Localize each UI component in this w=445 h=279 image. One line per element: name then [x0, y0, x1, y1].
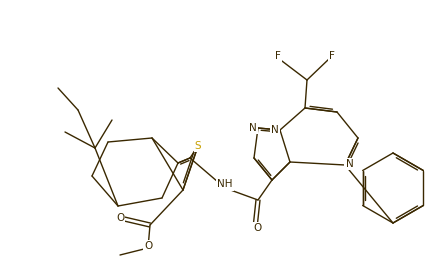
Text: N: N — [346, 159, 353, 169]
Text: F: F — [329, 51, 335, 61]
Text: O: O — [253, 223, 261, 233]
Text: NH: NH — [217, 179, 233, 189]
Text: F: F — [275, 51, 281, 61]
Text: N: N — [249, 123, 256, 133]
Text: O: O — [116, 213, 124, 223]
Text: N: N — [271, 125, 279, 135]
Text: S: S — [195, 141, 201, 151]
Text: O: O — [144, 241, 152, 251]
